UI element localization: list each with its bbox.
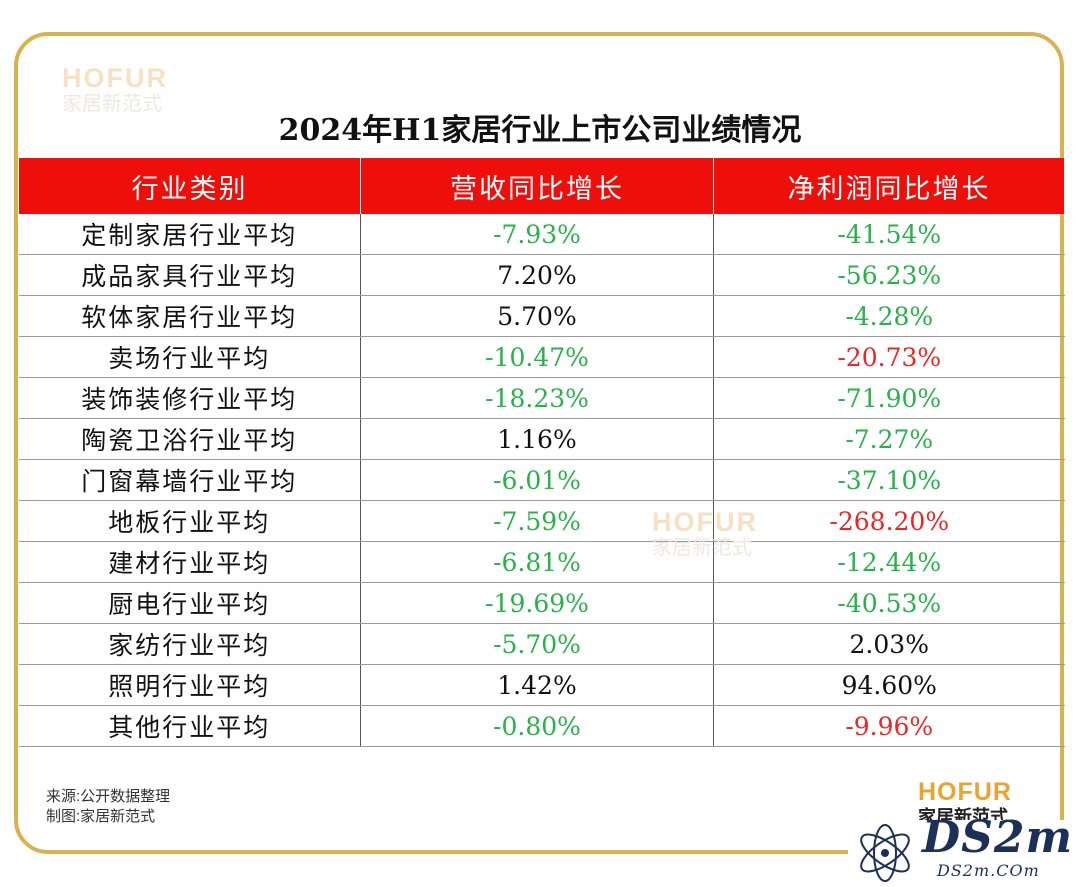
table-row: 厨电行业平均 -19.69% -40.53%: [18, 582, 1065, 624]
profit-growth-cell: -71.90%: [713, 377, 1065, 419]
ds2m-logo-text: DS2m: [922, 812, 1074, 863]
revenue-growth-cell: -7.93%: [360, 214, 714, 255]
column-header-profit: 净利润同比增长: [713, 158, 1065, 214]
source-line: 来源:公开数据整理: [46, 788, 171, 805]
watermark-brand: HOFUR: [62, 63, 168, 93]
hofur-logo-sub: 家居新范式: [918, 807, 1008, 820]
revenue-growth-cell: -0.80%: [360, 705, 714, 747]
category-cell: 定制家居行业平均: [18, 214, 361, 255]
watermark-top: HOFUR 家居新范式: [62, 64, 168, 116]
profit-growth-cell: -37.10%: [713, 459, 1065, 501]
table-row: 成品家具行业平均 7.20% -56.23%: [18, 254, 1065, 296]
table-row: 门窗幕墙行业平均 -6.01% -37.10%: [18, 459, 1065, 501]
category-cell: 家纺行业平均: [18, 623, 361, 665]
revenue-growth-cell: -10.47%: [360, 336, 714, 378]
category-cell: 其他行业平均: [18, 705, 361, 747]
watermark-brand: HOFUR: [652, 507, 758, 537]
chart-title: 2024年H1家居行业上市公司业绩情况: [278, 113, 802, 148]
table-row: 卖场行业平均 -10.47% -20.73%: [18, 336, 1065, 378]
category-cell: 厨电行业平均: [18, 582, 361, 624]
table-row: 建材行业平均 -6.81% -12.44%: [18, 541, 1065, 583]
category-cell: 装饰装修行业平均: [18, 377, 361, 419]
profit-growth-cell: 94.60%: [713, 664, 1065, 706]
table-row: 家纺行业平均 -5.70% 2.03%: [18, 623, 1065, 665]
watermark-middle: HOFUR 家居新范式: [652, 508, 758, 560]
revenue-growth-cell: -18.23%: [360, 377, 714, 419]
revenue-growth-cell: -19.69%: [360, 582, 714, 624]
revenue-growth-cell: 5.70%: [360, 295, 714, 337]
category-cell: 门窗幕墙行业平均: [18, 459, 361, 501]
profit-growth-cell: -268.20%: [713, 500, 1065, 542]
table-row: 软体家居行业平均 5.70% -4.28%: [18, 295, 1065, 337]
revenue-growth-cell: -6.81%: [360, 541, 714, 583]
watermark-sub: 家居新范式: [62, 93, 162, 115]
revenue-growth-cell: -5.70%: [360, 623, 714, 665]
table-header-row: 行业类别 营收同比增长 净利润同比增长: [18, 158, 1065, 214]
category-cell: 地板行业平均: [18, 500, 361, 542]
credit-line: 制图:家居新范式: [46, 808, 156, 825]
hofur-logo-brand: HOFUR: [918, 778, 1012, 806]
profit-growth-cell: -20.73%: [713, 336, 1065, 378]
profit-growth-cell: -7.27%: [713, 418, 1065, 460]
profit-growth-cell: -12.44%: [713, 541, 1065, 583]
revenue-growth-cell: -7.59%: [360, 500, 714, 542]
category-cell: 卖场行业平均: [18, 336, 361, 378]
performance-table: 行业类别 营收同比增长 净利润同比增长 定制家居行业平均 -7.93% -41.54…: [18, 158, 1065, 747]
table-row: 陶瓷卫浴行业平均 1.16% -7.27%: [18, 418, 1065, 460]
table-row: 装饰装修行业平均 -18.23% -71.90%: [18, 377, 1065, 419]
category-cell: 陶瓷卫浴行业平均: [18, 418, 361, 460]
atom-icon: [860, 824, 910, 882]
revenue-growth-cell: 1.42%: [360, 664, 714, 706]
table-body: 定制家居行业平均 -7.93% -41.54% 成品家具行业平均 7.20% -56.23…: [18, 214, 1065, 747]
revenue-growth-cell: 7.20%: [360, 254, 714, 296]
category-cell: 建材行业平均: [18, 541, 361, 583]
column-header-revenue: 营收同比增长: [360, 158, 714, 214]
column-header-category: 行业类别: [18, 158, 361, 214]
source-note: 来源:公开数据整理 制图:家居新范式: [46, 787, 170, 827]
profit-growth-cell: -40.53%: [713, 582, 1065, 624]
profit-growth-cell: -9.96%: [713, 705, 1065, 747]
category-cell: 照明行业平均: [18, 664, 361, 706]
ds2m-url: DS2m.COm: [937, 861, 1040, 880]
profit-growth-cell: -41.54%: [713, 214, 1065, 255]
category-cell: 软体家居行业平均: [18, 295, 361, 337]
revenue-growth-cell: -6.01%: [360, 459, 714, 501]
table-row: 其他行业平均 -0.80% -9.96%: [18, 705, 1065, 747]
revenue-growth-cell: 1.16%: [360, 418, 714, 460]
table-row: 照明行业平均 1.42% 94.60%: [18, 664, 1065, 706]
category-cell: 成品家具行业平均: [18, 254, 361, 296]
table-row: 地板行业平均 -7.59% -268.20%: [18, 500, 1065, 542]
profit-growth-cell: 2.03%: [713, 623, 1065, 665]
profit-growth-cell: -4.28%: [713, 295, 1065, 337]
profit-growth-cell: -56.23%: [713, 254, 1065, 296]
watermark-sub: 家居新范式: [652, 537, 752, 559]
table-row: 定制家居行业平均 -7.93% -41.54%: [18, 214, 1065, 255]
